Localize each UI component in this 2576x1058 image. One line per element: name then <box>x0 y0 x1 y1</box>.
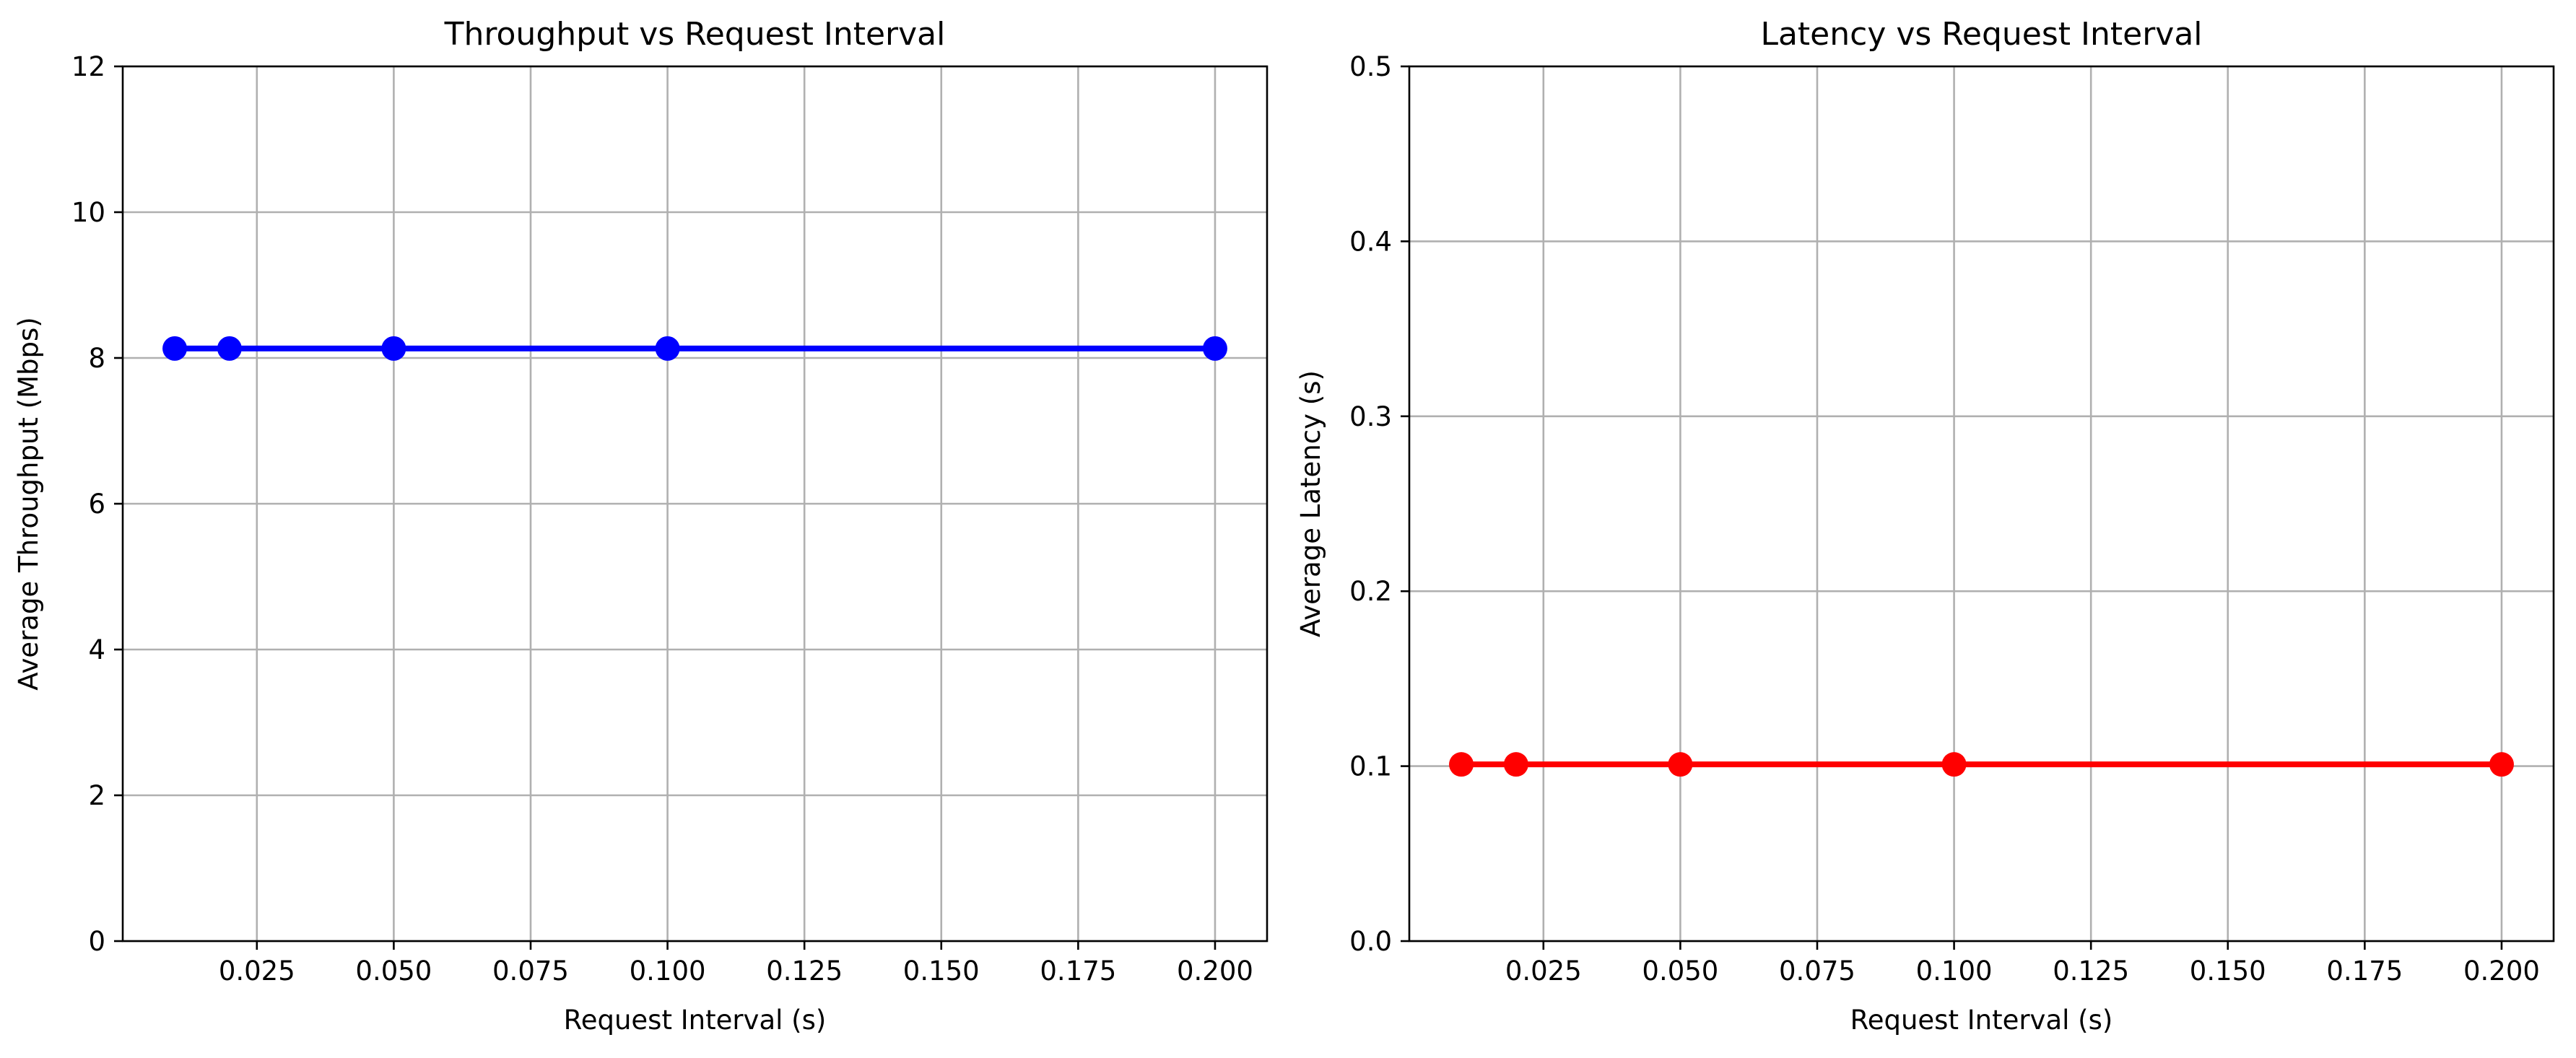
throughput-data-point <box>162 336 188 361</box>
throughput-y-tick-label: 4 <box>88 634 105 665</box>
latency-x-axis-label: Request Interval (s) <box>1850 1005 2113 1036</box>
throughput-y-tick-label: 6 <box>88 489 105 520</box>
latency-chart-title: Latency vs Request Interval <box>1760 16 2202 53</box>
throughput-y-tick-label: 0 <box>88 926 105 957</box>
latency-x-tick-label: 0.125 <box>2053 956 2129 987</box>
latency-y-tick-label: 0.3 <box>1349 401 1392 432</box>
latency-chart: 0.025 0.050 0.075 0.100 0.125 0.150 0.175 0.200… <box>1295 16 2555 1036</box>
latency-y-tick-label: 0.4 <box>1349 226 1392 257</box>
throughput-x-tick-label: 0.025 <box>219 956 295 987</box>
throughput-x-tick-label: 0.175 <box>1040 956 1116 987</box>
latency-data-point <box>2489 752 2514 777</box>
latency-y-tick-label: 0.2 <box>1349 576 1392 607</box>
throughput-x-tick-label: 0.100 <box>630 956 706 987</box>
throughput-data-point <box>655 336 680 361</box>
latency-x-tick-label: 0.100 <box>1916 956 1993 987</box>
throughput-y-axis-label: Average Throughput (Mbps) <box>13 317 44 690</box>
throughput-grid <box>123 65 1267 943</box>
throughput-x-tick-label: 0.075 <box>492 956 569 987</box>
latency-x-tick-label: 0.075 <box>1779 956 1855 987</box>
latency-x-tick-label: 0.200 <box>2463 956 2540 987</box>
throughput-x-axis-label: Request Interval (s) <box>564 1005 827 1036</box>
latency-ticks: 0.025 0.050 0.075 0.100 0.125 0.150 0.175 0.200… <box>1349 51 2540 987</box>
latency-y-tick-label: 0.0 <box>1349 926 1392 957</box>
latency-plot-frame <box>1408 65 2555 943</box>
throughput-chart-title: Throughput vs Request Interval <box>444 16 946 53</box>
throughput-markers <box>162 336 1227 361</box>
latency-y-tick-label: 0.5 <box>1349 51 1392 82</box>
throughput-ticks: 0.025 0.050 0.075 0.100 0.125 0.150 0.175 0.200… <box>71 51 1253 987</box>
throughput-y-tick-label: 12 <box>71 51 105 82</box>
latency-x-tick-label: 0.050 <box>1642 956 1718 987</box>
latency-y-tick-label: 0.1 <box>1349 751 1392 782</box>
latency-data-point <box>1941 752 1967 777</box>
latency-x-tick-label: 0.025 <box>1505 956 1582 987</box>
throughput-x-tick-label: 0.125 <box>766 956 843 987</box>
throughput-y-tick-label: 8 <box>88 343 105 374</box>
latency-x-tick-label: 0.150 <box>2190 956 2266 987</box>
throughput-y-tick-label: 2 <box>88 780 105 811</box>
throughput-x-tick-label: 0.050 <box>355 956 432 987</box>
throughput-y-tick-label: 10 <box>71 197 105 228</box>
latency-x-tick-label: 0.175 <box>2326 956 2403 987</box>
throughput-x-tick-label: 0.150 <box>903 956 980 987</box>
latency-data-point <box>1503 752 1528 777</box>
throughput-x-tick-label: 0.200 <box>1177 956 1253 987</box>
throughput-data-point <box>1202 336 1227 361</box>
latency-markers <box>1449 752 2514 777</box>
latency-data-point <box>1668 752 1693 777</box>
throughput-data-point <box>381 336 406 361</box>
latency-y-axis-label: Average Latency (s) <box>1295 370 1326 637</box>
latency-data-point <box>1449 752 1474 777</box>
throughput-data-point <box>217 336 242 361</box>
throughput-chart: 0.025 0.050 0.075 0.100 0.125 0.150 0.175 0.200… <box>13 16 1269 1036</box>
